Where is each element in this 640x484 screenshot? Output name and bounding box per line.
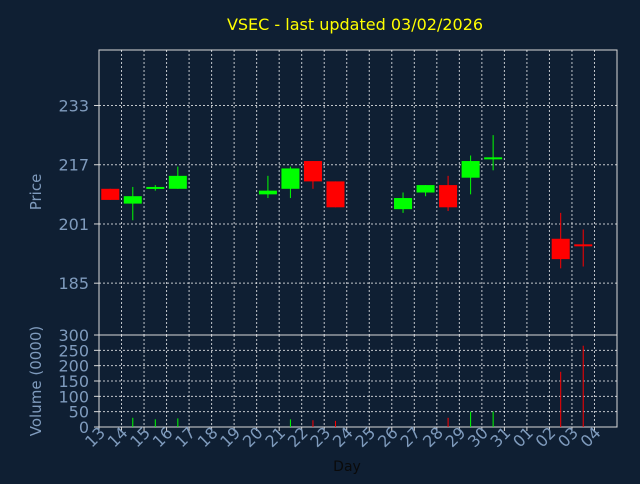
volume-tick-label: 200: [58, 357, 89, 376]
candle-body: [303, 161, 322, 182]
grid-lines: [99, 50, 617, 427]
candle-body: [168, 175, 187, 189]
axis-ticks: 1852012172330501001502002503001314151617…: [58, 97, 604, 452]
candle-body: [461, 161, 480, 178]
x-axis-label: Day: [333, 459, 361, 475]
volume-axis-label: Volume (0000): [27, 326, 45, 436]
price-tick-label: 217: [58, 156, 89, 175]
chart-title: VSEC - last updated 03/02/2026: [227, 15, 483, 34]
candle-body: [574, 244, 593, 247]
candle-body: [123, 196, 142, 204]
price-axis-label: Price: [27, 174, 45, 211]
price-tick-label: 233: [58, 97, 89, 116]
price-plot-frame: [98, 49, 618, 336]
volume-tick-label: 250: [58, 341, 89, 360]
volume-tick-label: 300: [58, 326, 89, 345]
volume-tick-label: 150: [58, 372, 89, 391]
candle-body: [484, 157, 503, 160]
price-candles: [101, 135, 593, 269]
volume-tick-label: 50: [69, 403, 89, 422]
price-tick-label: 185: [58, 274, 89, 293]
volume-bars: [132, 345, 584, 427]
candle-body: [258, 190, 277, 195]
candle-body: [439, 185, 458, 208]
price-tick-label: 201: [58, 215, 89, 234]
candle-body: [551, 238, 570, 260]
candle-body: [101, 188, 120, 200]
volume-tick-label: 0: [79, 418, 89, 437]
candle-body: [281, 168, 300, 189]
candle-body: [146, 186, 165, 189]
candle-body: [416, 185, 435, 193]
candle-body: [394, 198, 413, 210]
candle-body: [326, 181, 345, 208]
volume-tick-label: 100: [58, 387, 89, 406]
